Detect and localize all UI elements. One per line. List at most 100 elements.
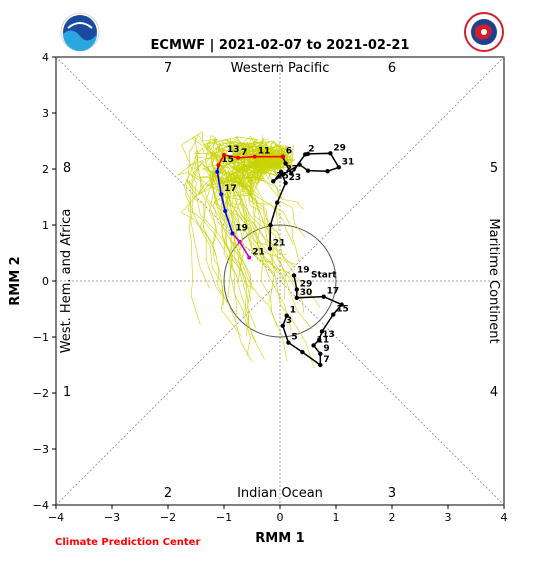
y-tick-label: −1 <box>33 331 49 344</box>
chart-title: ECMWF | 2021-02-07 to 2021-02-21 <box>151 38 410 53</box>
region-label-left: West. Hem. and Africa <box>59 209 74 354</box>
y-tick-label: 1 <box>42 219 49 232</box>
x-tick-label: −2 <box>160 511 176 524</box>
ensemble-member-line <box>187 158 282 261</box>
data-point <box>321 294 326 299</box>
ensemble-mean-label: 21 <box>252 247 265 257</box>
y-tick-label: 0 <box>42 275 49 288</box>
data-point <box>284 313 289 318</box>
ensemble-mean-point <box>230 231 235 236</box>
ensemble-mean-label: 19 <box>235 223 248 233</box>
ensemble-member-line <box>183 147 286 326</box>
ensemble-member-line <box>213 155 294 282</box>
ensemble-mean-point <box>236 155 240 160</box>
noaa-logo <box>60 12 100 52</box>
data-point <box>280 172 285 177</box>
y-tick-label: 4 <box>42 51 49 64</box>
ensemble-mean-label: 11 <box>258 147 271 157</box>
point-label: 29 <box>333 143 346 153</box>
unit-circle <box>223 224 337 338</box>
x-tick-label: 2 <box>389 511 396 524</box>
data-point <box>339 302 344 307</box>
ensemble-member-line <box>191 147 287 306</box>
ensemble-mean-point <box>252 154 257 159</box>
data-point <box>271 179 276 184</box>
data-point <box>283 161 288 166</box>
y-tick-label: 2 <box>42 163 49 176</box>
data-point <box>318 351 323 356</box>
ensemble-mean-segment <box>223 154 239 159</box>
ensemble-mean-point <box>237 239 242 244</box>
phase-number-4: 4 <box>490 385 498 400</box>
ensemble-mean-segment <box>237 155 255 159</box>
ensemble-mean-point <box>215 169 220 174</box>
data-point <box>267 246 273 251</box>
point-label: 23 <box>289 173 302 183</box>
data-point <box>286 340 291 345</box>
x-tick-label: −3 <box>104 511 120 524</box>
ensemble-mean-point <box>219 192 224 197</box>
data-point <box>318 362 323 368</box>
ensemble-mean-point <box>222 153 226 157</box>
point-label: 1 <box>290 306 296 316</box>
ensemble-member-line <box>229 152 313 330</box>
point-label: 2 <box>308 144 314 154</box>
data-point <box>297 162 302 167</box>
point-label: 30 <box>300 288 313 298</box>
y-tick-label: −4 <box>33 499 49 512</box>
ensemble-mean-segment <box>216 171 222 195</box>
ensemble-mean-point <box>216 163 221 168</box>
data-point <box>291 273 297 278</box>
data-point <box>319 329 325 334</box>
region-label-right: Maritime Continent <box>486 218 501 343</box>
data-point <box>268 222 273 228</box>
ensemble-mean-label: 7 <box>241 148 247 158</box>
x-axis-label: RMM 1 <box>255 531 304 546</box>
x-tick-label: 1 <box>333 511 340 524</box>
point-label: 11 <box>317 335 330 345</box>
nws-logo <box>464 12 504 52</box>
x-tick-label: 0 <box>277 511 284 524</box>
data-point <box>289 171 294 176</box>
point-label: 3 <box>286 316 292 326</box>
data-point <box>328 151 333 156</box>
point-label: 21 <box>273 239 286 249</box>
data-point <box>283 180 288 186</box>
phase-number-2: 2 <box>164 486 172 501</box>
ensemble-member-line <box>185 155 294 291</box>
y-tick-label: −3 <box>33 443 49 456</box>
point-label: 17 <box>327 287 340 297</box>
ensemble-mean-label: 15 <box>221 155 234 165</box>
ensemble-member-line <box>211 137 288 322</box>
ensemble-mean-point <box>223 209 228 213</box>
x-tick-label: 3 <box>445 511 452 524</box>
point-label: 9 <box>323 344 329 354</box>
phase-number-8: 8 <box>63 161 71 176</box>
data-point <box>311 343 316 348</box>
data-point <box>294 295 299 300</box>
ensemble-member-line <box>239 152 315 369</box>
data-point <box>336 165 341 170</box>
data-point <box>275 200 280 205</box>
region-label-bottom: Indian Ocean <box>237 486 323 501</box>
phase-number-5: 5 <box>490 161 498 176</box>
ensemble-member-line <box>239 155 292 256</box>
phase-divider-lines <box>55 56 505 506</box>
point-label: 29 <box>300 279 313 289</box>
phase-number-1: 1 <box>63 385 71 400</box>
ensemble-member-line <box>234 144 304 210</box>
point-label: 5 <box>291 333 297 343</box>
data-point <box>280 323 285 328</box>
data-point <box>300 349 305 355</box>
ensemble-mean-segment <box>220 194 226 212</box>
ensemble-mean-point <box>280 154 285 159</box>
point-label: 19 <box>297 265 310 275</box>
y-axis-label: RMM 2 <box>8 256 23 305</box>
x-tick-label: −1 <box>216 511 232 524</box>
credit-label: Climate Prediction Center <box>55 537 201 548</box>
phase-number-6: 6 <box>388 61 396 76</box>
point-label: 31 <box>342 157 355 167</box>
